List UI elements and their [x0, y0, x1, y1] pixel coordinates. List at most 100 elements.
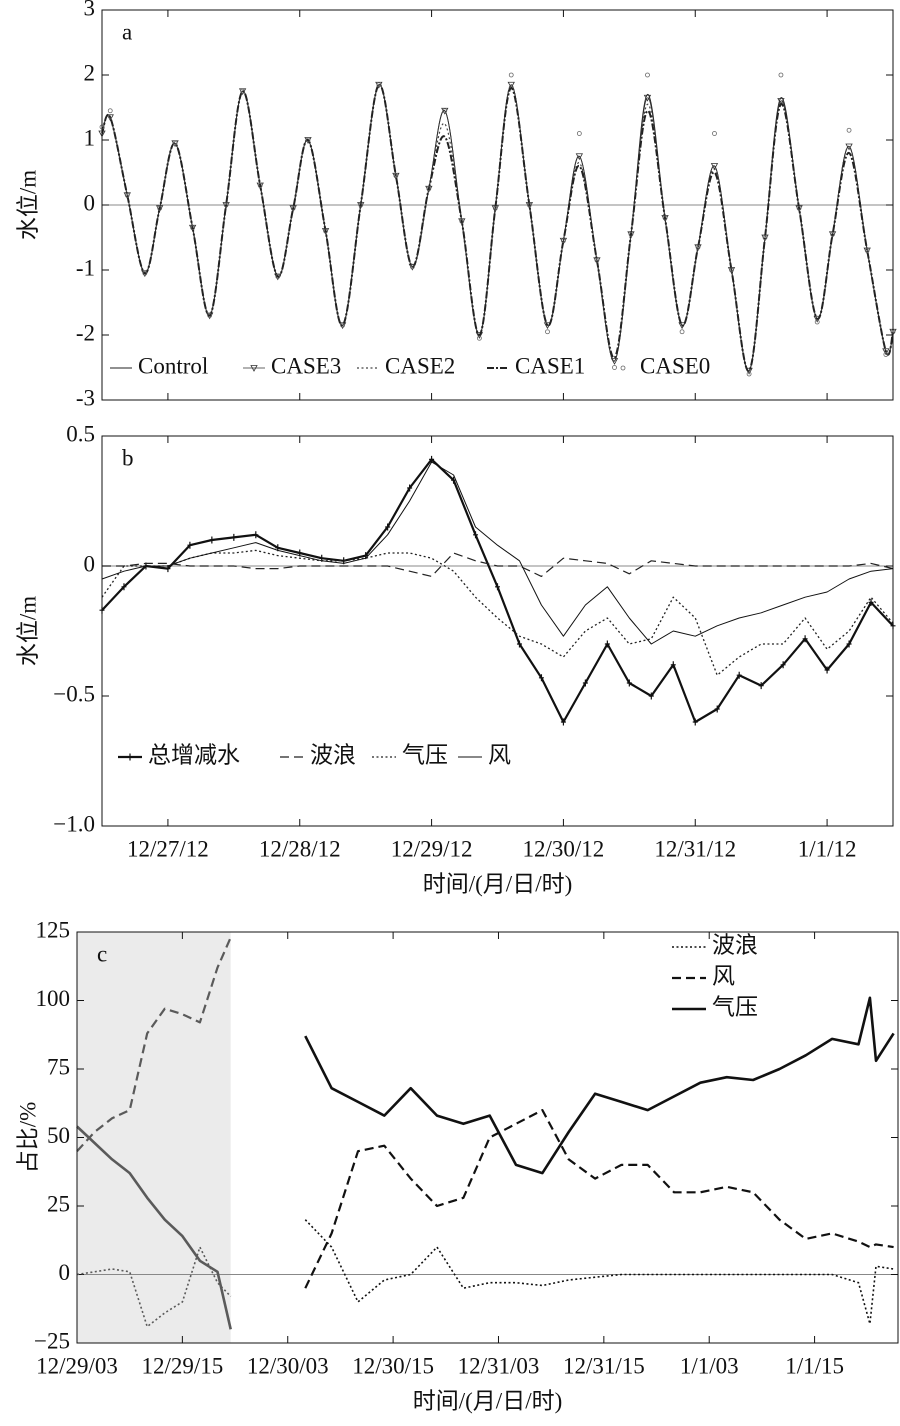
marker: [459, 218, 465, 224]
marker: [393, 173, 399, 179]
x-tick-label: 12/30/12: [523, 836, 605, 861]
marker: [643, 94, 652, 102]
legend-label: 波浪: [310, 742, 356, 767]
marker: [846, 127, 852, 133]
legend-marker: [127, 753, 133, 761]
series: [76, 996, 895, 1330]
marker: [828, 231, 837, 239]
marker: [476, 335, 482, 341]
y-tick-label: 0.5: [66, 421, 95, 446]
x-tick-label: 12/29/12: [391, 836, 473, 861]
marker: [526, 202, 532, 208]
marker: [508, 72, 514, 78]
y-axis-label: 水位/m: [15, 596, 40, 666]
series: [99, 455, 896, 726]
marker: [442, 108, 448, 114]
marker: [207, 313, 213, 318]
marker: [223, 202, 229, 208]
marker: [358, 202, 364, 208]
marker: [409, 264, 415, 270]
y-tick-label: 75: [47, 1054, 70, 1079]
line: [101, 84, 894, 372]
marker: [275, 274, 281, 279]
x-axis-label: 时间/(月/日/时): [423, 871, 573, 896]
y-tick-label: 0: [59, 1260, 71, 1285]
marker: [305, 137, 311, 143]
marker: [190, 225, 196, 231]
line: [76, 1125, 232, 1330]
x-tick-label: 12/29/03: [36, 1353, 118, 1378]
marker: [257, 183, 263, 188]
panel-label: a: [122, 19, 132, 44]
legend-label: CASE1: [515, 353, 585, 378]
y-tick-label: −25: [34, 1328, 70, 1353]
marker: [107, 108, 113, 114]
plot-frame: [101, 435, 894, 827]
plot-frame: [101, 9, 894, 401]
marker: [762, 235, 768, 240]
series: [101, 84, 894, 372]
marker: [290, 205, 296, 211]
y-tick-label: -1: [76, 255, 95, 280]
marker: [256, 182, 264, 190]
legend-label: CASE3: [271, 353, 341, 378]
marker: [814, 319, 820, 325]
marker: [492, 205, 498, 211]
x-tick-label: 12/27/12: [127, 836, 209, 861]
marker: [545, 329, 550, 335]
x-tick-label: 1/1/03: [680, 1353, 739, 1378]
y-tick-label: -3: [76, 385, 95, 410]
series: [76, 937, 894, 1289]
panel-label: c: [97, 941, 107, 966]
marker: [340, 322, 345, 328]
marker: [746, 371, 752, 377]
legend-label: 波浪: [712, 932, 758, 957]
x-tick-label: 12/31/15: [563, 1353, 645, 1378]
line: [101, 458, 894, 724]
marker: [679, 329, 685, 335]
marker: [561, 238, 566, 244]
marker: [594, 257, 600, 263]
x-tick-label: 12/31/03: [458, 1353, 540, 1378]
marker: [796, 205, 802, 211]
marker: [157, 205, 163, 211]
marker: [240, 88, 246, 94]
line: [101, 84, 894, 372]
line: [101, 83, 894, 372]
legend-label: 总增减水: [148, 742, 240, 767]
line: [304, 1109, 894, 1289]
y-tick-label: 2: [84, 60, 96, 85]
plot-frame: [76, 931, 899, 1344]
legend-label: 气压: [402, 742, 448, 767]
marker: [106, 114, 114, 122]
y-tick-label: 0: [84, 190, 96, 215]
x-tick-label: 1/1/15: [785, 1353, 844, 1378]
y-tick-label: −0.5: [53, 681, 95, 706]
y-tick-label: -2: [76, 320, 95, 345]
marker: [628, 231, 634, 237]
y-tick-label: 3: [84, 0, 96, 20]
panel-label: b: [122, 445, 134, 470]
x-tick-label: 12/30/15: [352, 1353, 434, 1378]
marker: [662, 215, 668, 221]
legend-label: 气压: [712, 994, 758, 1019]
y-tick-label: 0: [84, 551, 96, 576]
x-axis-label: 时间/(月/日/时): [413, 1388, 563, 1413]
line: [76, 937, 232, 1152]
marker: [172, 140, 178, 146]
legend-label: 风: [712, 963, 735, 988]
marker: [426, 186, 432, 192]
line: [102, 552, 894, 577]
series: [101, 83, 894, 372]
y-tick-label: 125: [36, 917, 71, 942]
marker: [124, 192, 130, 198]
series: [99, 72, 896, 377]
line: [304, 1219, 894, 1325]
y-tick-label: 25: [47, 1191, 70, 1216]
line: [101, 549, 894, 676]
marker: [376, 82, 382, 88]
shaded-region: [77, 932, 231, 1343]
series: [101, 84, 894, 372]
marker: [142, 270, 148, 276]
marker: [778, 72, 784, 78]
